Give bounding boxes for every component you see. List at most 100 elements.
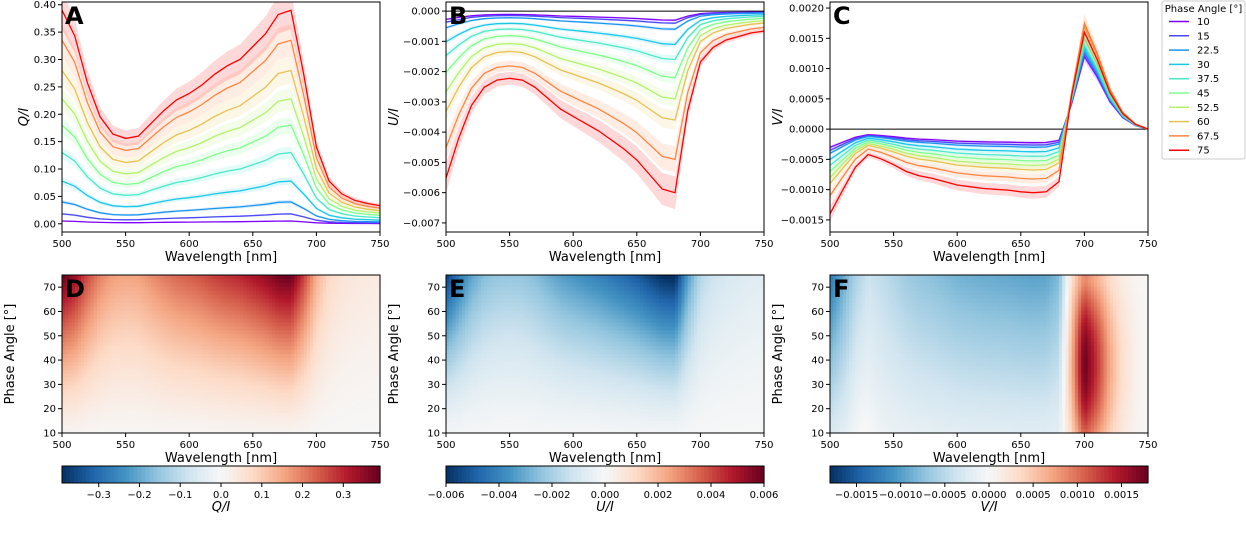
colorbar-cell (121, 466, 127, 483)
heatmap-cell (125, 322, 130, 327)
heatmap-cell (300, 298, 305, 304)
heatmap-cell (68, 275, 73, 280)
heatmap-cell (259, 298, 263, 304)
heatmap-cell (360, 298, 365, 304)
series-line-75 (446, 30, 764, 194)
heatmap-cell (74, 310, 79, 316)
heatmap-cell (221, 294, 225, 300)
heatmap-cell (376, 318, 381, 323)
heatmap-cell (211, 282, 216, 288)
heatmap-cell (128, 318, 133, 323)
heatmap-cell (271, 278, 276, 284)
heatmap-cell (157, 306, 162, 312)
heatmap-cell (345, 310, 349, 316)
heatmap-cell (332, 318, 337, 323)
series-line-52.5 (62, 98, 380, 214)
heatmap-cell (370, 282, 375, 288)
heatmap-cell (265, 282, 270, 288)
heatmap-cell (294, 275, 298, 280)
series-line-15 (446, 11, 764, 24)
heatmap-cell (319, 290, 324, 296)
heatmap-cell (201, 298, 206, 304)
heatmap-cell (147, 314, 152, 320)
colorbar-cell (360, 466, 365, 483)
heatmap-cell (81, 302, 85, 308)
heatmap-cell (138, 298, 143, 304)
heatmap-cell (141, 302, 146, 308)
heatmap-cell (313, 302, 317, 308)
y-tick-label: 0.0020 (789, 4, 824, 15)
y-tick-label: 0.05 (34, 192, 56, 203)
heatmap-cell (128, 278, 133, 284)
heatmap-cell (157, 278, 162, 284)
heatmap-cell (271, 286, 276, 292)
heatmap-cell (240, 282, 244, 288)
heatmap-cell (116, 318, 120, 323)
colorbar-cell (232, 466, 238, 483)
heatmap-cell (240, 314, 244, 320)
heatmap-cell (373, 290, 378, 296)
x-tick-label: 600 (948, 239, 967, 250)
heatmap-cell (265, 302, 270, 308)
heatmap-cell (329, 282, 333, 288)
heatmap-cell (74, 302, 79, 308)
heatmap-cell (335, 275, 340, 280)
heatmap-cell (106, 302, 111, 308)
colorbar-cell (189, 466, 194, 483)
heatmap-cell (249, 314, 254, 320)
heatmap-cell (100, 294, 104, 300)
heatmap-cell (217, 298, 222, 304)
heatmap-cell (217, 282, 222, 288)
y-tick-label: −0.005 (403, 158, 440, 169)
series-line-37.5 (62, 151, 380, 219)
heatmap-cell (376, 310, 381, 316)
heatmap-cell (230, 314, 235, 320)
heatmap-cell (306, 286, 311, 292)
heatmap-cell (128, 282, 133, 288)
heatmap-cell (90, 306, 95, 312)
heatmap-cell (81, 282, 85, 288)
heatmap-cell (186, 275, 190, 280)
heatmap-cell (62, 322, 66, 327)
colorbar-cell (145, 466, 151, 483)
plot-frame-C (829, 1, 1149, 233)
heatmap-cell (208, 282, 213, 288)
heatmap-cell (224, 294, 228, 300)
heatmap-cell (93, 310, 98, 316)
heatmap-cell (131, 310, 136, 316)
heatmap-cell (357, 302, 362, 308)
heatmap-cell (332, 294, 337, 300)
heatmap-cell (109, 306, 114, 312)
y-tick-label: 0.000 (411, 7, 440, 18)
heatmap-cell (310, 302, 314, 308)
heatmap-cell (77, 318, 82, 323)
heatmap-cell (360, 282, 365, 288)
heatmap-cell (230, 275, 235, 280)
heatmap-cell (338, 282, 343, 288)
heatmap-cell (310, 290, 314, 296)
heatmap-cell (65, 275, 69, 280)
heatmap-cell (249, 298, 254, 304)
heatmap-cell (214, 278, 219, 284)
heatmap-cell (348, 282, 352, 288)
heatmap-cell (224, 314, 228, 320)
heatmap-cell (243, 294, 248, 300)
heatmap-cell (71, 310, 76, 316)
colorbar-cell (312, 466, 318, 483)
heatmap-cell (135, 275, 139, 280)
heatmap-cell (87, 306, 92, 312)
heatmap-cell (319, 302, 324, 308)
heatmap-cell (96, 306, 101, 312)
heatmap-cell (300, 294, 305, 300)
series-line-67.5 (830, 20, 1148, 197)
heatmap-cell (81, 318, 85, 323)
heatmap-cell (294, 314, 298, 320)
heatmap-cell (176, 302, 181, 308)
heatmap-cell (284, 290, 289, 296)
heatmap-cell (348, 290, 352, 296)
heatmap-cell (230, 294, 235, 300)
heatmap-cell (201, 302, 206, 308)
heatmap-cell (106, 290, 111, 296)
heatmap-cell (255, 282, 260, 288)
heatmap-cell (116, 298, 120, 304)
